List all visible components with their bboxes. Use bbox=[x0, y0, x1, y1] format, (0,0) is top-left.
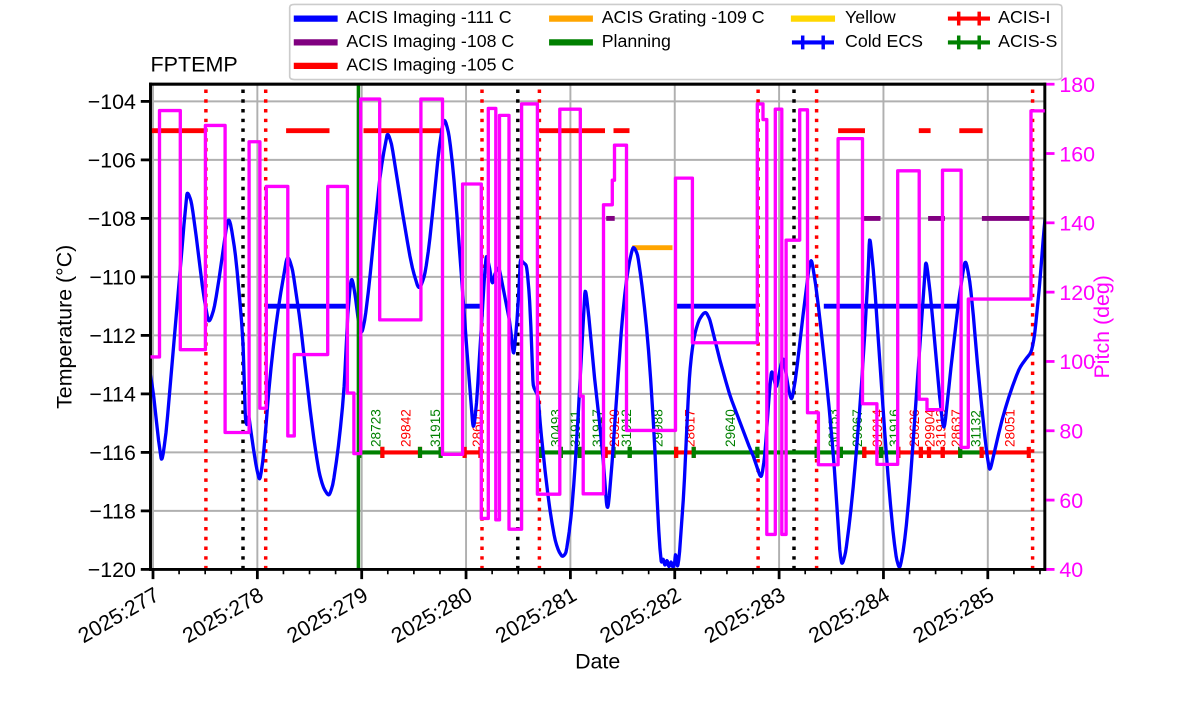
svg-text:Planning: Planning bbox=[602, 31, 671, 51]
svg-text:100: 100 bbox=[1059, 350, 1095, 374]
svg-text:ACIS Grating -109 C: ACIS Grating -109 C bbox=[602, 7, 765, 27]
svg-text:−116: −116 bbox=[89, 441, 136, 465]
svg-text:−106: −106 bbox=[88, 149, 136, 173]
svg-text:−112: −112 bbox=[89, 324, 136, 348]
svg-text:Date: Date bbox=[575, 650, 620, 674]
svg-text:180: 180 bbox=[1059, 73, 1095, 97]
svg-text:160: 160 bbox=[1059, 142, 1095, 166]
svg-text:−110: −110 bbox=[89, 266, 136, 290]
svg-text:−104: −104 bbox=[88, 90, 136, 114]
svg-text:ACIS Imaging -111 C: ACIS Imaging -111 C bbox=[346, 7, 511, 27]
svg-text:29640: 29640 bbox=[723, 409, 738, 447]
svg-text:120: 120 bbox=[1059, 281, 1095, 305]
svg-text:80: 80 bbox=[1059, 420, 1083, 444]
svg-text:FPTEMP: FPTEMP bbox=[151, 53, 238, 77]
svg-text:−120: −120 bbox=[88, 558, 136, 582]
svg-text:Pitch (deg): Pitch (deg) bbox=[1090, 275, 1114, 378]
svg-text:ACIS-I: ACIS-I bbox=[998, 7, 1050, 27]
svg-text:−114: −114 bbox=[89, 383, 136, 407]
svg-text:60: 60 bbox=[1059, 489, 1083, 513]
svg-text:140: 140 bbox=[1059, 212, 1095, 236]
svg-text:Cold ECS: Cold ECS bbox=[845, 31, 923, 51]
svg-text:Yellow: Yellow bbox=[845, 7, 896, 27]
svg-text:31132: 31132 bbox=[968, 410, 983, 447]
svg-text:29904: 29904 bbox=[922, 409, 937, 447]
svg-text:28723: 28723 bbox=[368, 409, 383, 447]
svg-text:40: 40 bbox=[1059, 558, 1083, 582]
svg-text:Temperature (°C): Temperature (°C) bbox=[53, 245, 77, 409]
svg-text:30493: 30493 bbox=[549, 409, 564, 447]
svg-text:31915: 31915 bbox=[428, 409, 443, 447]
svg-text:−108: −108 bbox=[88, 207, 136, 231]
svg-text:ACIS Imaging -105 C: ACIS Imaging -105 C bbox=[346, 54, 514, 74]
svg-text:ACIS Imaging -108 C: ACIS Imaging -108 C bbox=[346, 31, 514, 51]
svg-text:ACIS-S: ACIS-S bbox=[998, 31, 1057, 51]
svg-text:28051: 28051 bbox=[1003, 409, 1018, 447]
svg-text:31916: 31916 bbox=[887, 409, 902, 447]
svg-text:−118: −118 bbox=[89, 500, 136, 524]
svg-text:29842: 29842 bbox=[399, 409, 414, 447]
